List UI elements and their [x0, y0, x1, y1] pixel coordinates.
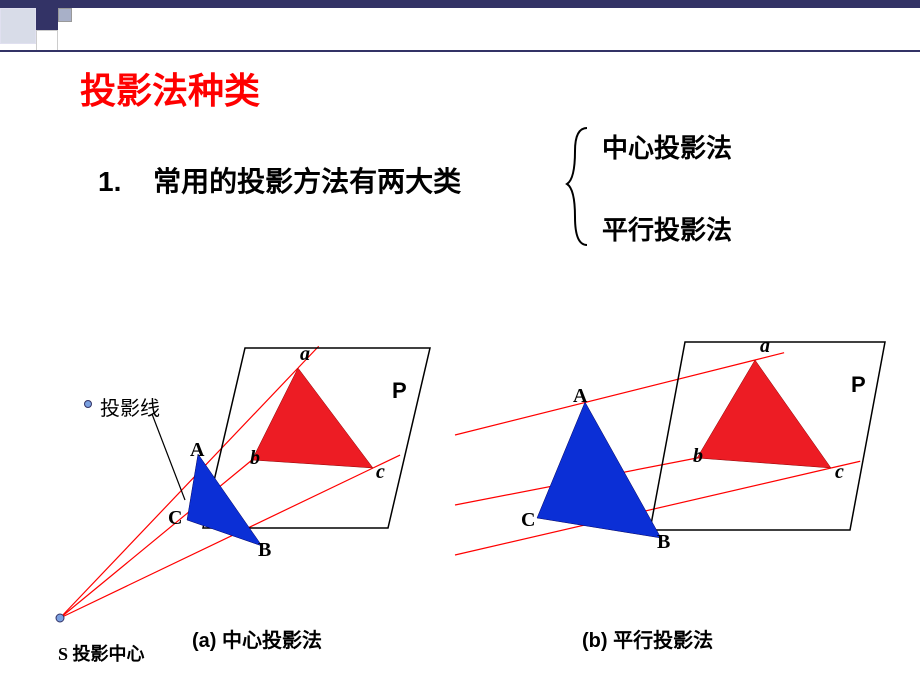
parallel-projection-diagram: Pa b c A B C: [475, 330, 895, 630]
central-projection-diagram: Pa b c A B C: [40, 330, 460, 650]
svg-text:A: A: [190, 439, 205, 461]
svg-text:B: B: [657, 531, 670, 553]
ornament-square: [0, 8, 36, 44]
caption-left: (a) 中心投影法: [192, 624, 322, 653]
svg-text:a: a: [300, 343, 310, 365]
projection-line-label: 投影线: [100, 392, 160, 421]
svg-text:B: B: [258, 539, 271, 561]
header-ornament: [0, 8, 170, 50]
ornament-square: [58, 8, 72, 22]
svg-text:c: c: [376, 461, 385, 483]
projection-center-label: S 投影中心: [58, 640, 145, 666]
list-number: 1.: [98, 166, 121, 197]
svg-text:P: P: [851, 372, 866, 397]
svg-text:b: b: [693, 445, 703, 467]
subtitle-line: 1. 常用的投影方法有两大类: [98, 160, 461, 200]
subtitle-text: 常用的投影方法有两大类: [153, 166, 461, 197]
svg-text:c: c: [835, 461, 844, 483]
svg-text:b: b: [250, 447, 260, 469]
bullet-icon: [84, 400, 92, 408]
brace-icon: [565, 123, 595, 255]
svg-text:a: a: [760, 335, 770, 357]
caption-right: (b) 平行投影法: [582, 624, 713, 653]
svg-text:A: A: [573, 385, 588, 407]
header-bar: [0, 0, 920, 8]
svg-text:C: C: [168, 507, 182, 529]
option-parallel: 平行投影法: [602, 210, 732, 247]
header-thin-bar: [0, 50, 920, 52]
ornament-square: [36, 8, 58, 30]
svg-text:P: P: [392, 378, 407, 403]
page-title: 投影法种类: [80, 62, 260, 114]
option-central: 中心投影法: [602, 128, 732, 165]
ornament-square: [36, 30, 58, 52]
svg-text:C: C: [521, 509, 535, 531]
